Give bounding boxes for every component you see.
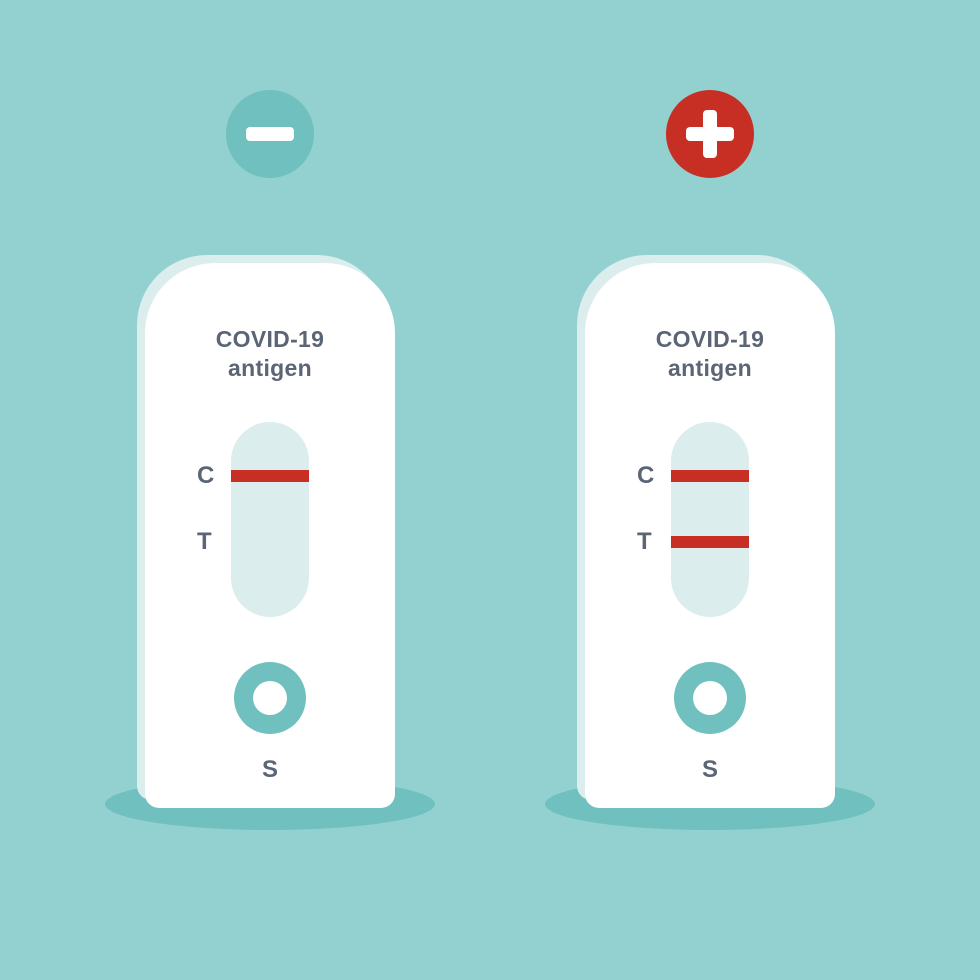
title-line-1: COVID-19 [656,325,764,354]
cassette-wrap-negative: COVID-19 antigen C T S [145,263,395,808]
minus-icon [226,90,314,178]
plus-icon [666,90,754,178]
sample-label: S [262,756,278,784]
title-line-2: antigen [656,354,764,383]
sample-label: S [702,756,718,784]
sample-well [234,662,306,734]
marker-t: T [637,528,652,556]
infographic-stage: COVID-19 antigen C T S [0,0,980,980]
control-line [671,470,749,482]
plus-v-bar [703,110,717,158]
marker-c: C [637,462,654,490]
cassette-wrap-positive: COVID-19 antigen C T S [585,263,835,808]
sample-well-inner [693,681,727,715]
negative-column: COVID-19 antigen C T S [145,90,395,808]
sample-well-inner [253,681,287,715]
cassette-positive: COVID-19 antigen C T S [585,263,835,808]
result-window: C T [231,422,309,617]
result-window: C T [671,422,749,617]
cassette-negative: COVID-19 antigen C T S [145,263,395,808]
cassette-title: COVID-19 antigen [216,325,324,384]
positive-column: COVID-19 antigen C T S [585,90,835,808]
control-line [231,470,309,482]
minus-bar [246,127,294,141]
sample-well [674,662,746,734]
marker-t: T [197,528,212,556]
title-line-1: COVID-19 [216,325,324,354]
title-line-2: antigen [216,354,324,383]
test-line [671,536,749,548]
cassette-title: COVID-19 antigen [656,325,764,384]
marker-c: C [197,462,214,490]
